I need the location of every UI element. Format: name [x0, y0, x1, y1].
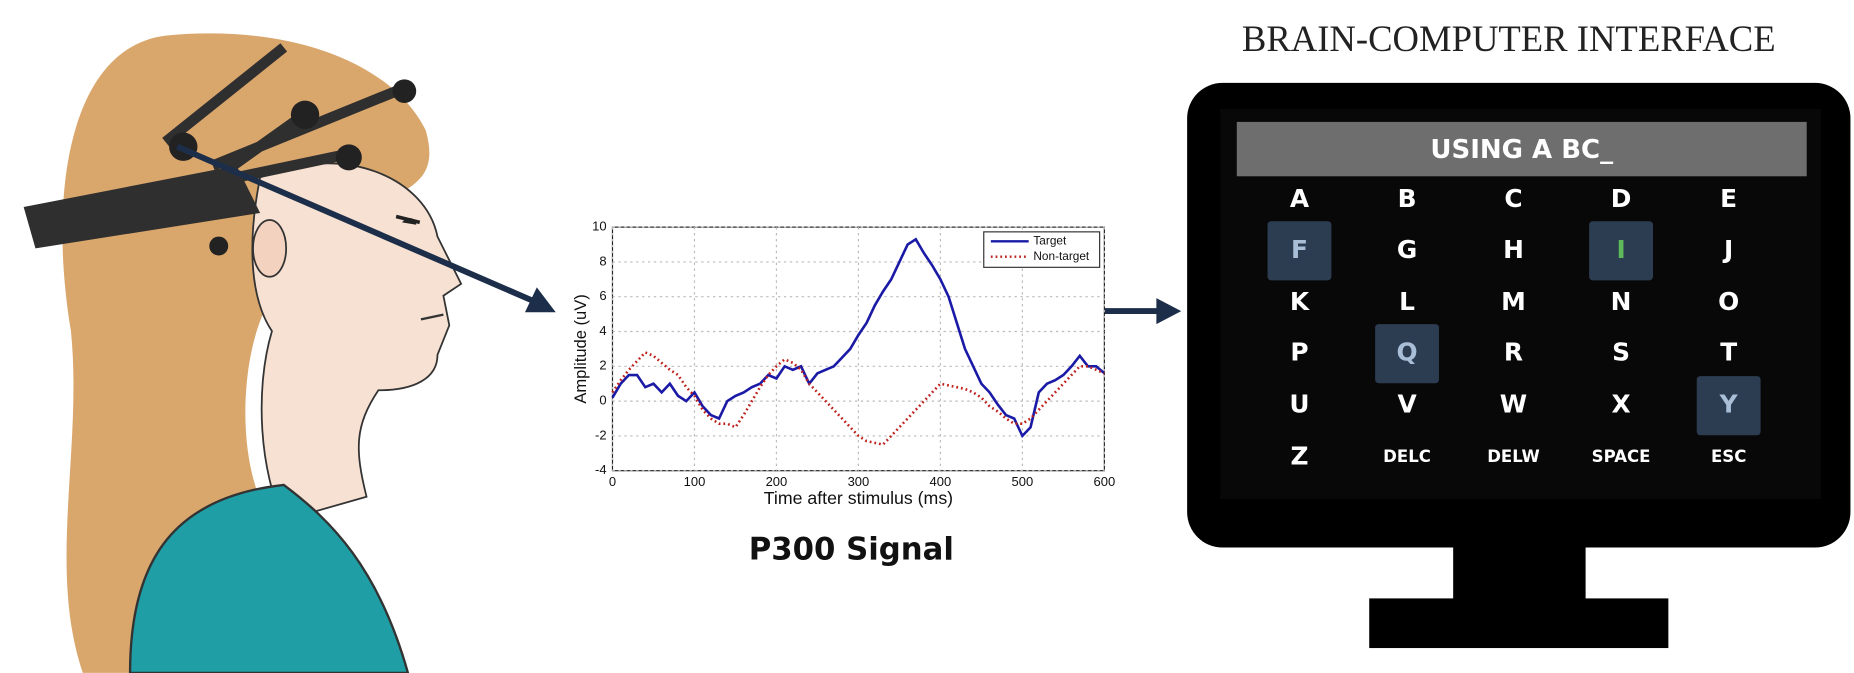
x-tick-label: 0 — [609, 474, 616, 489]
y-tick-label: 8 — [599, 253, 606, 268]
y-tick-label: 2 — [599, 358, 606, 373]
key-label: X — [1611, 390, 1630, 419]
key-highlight — [1375, 324, 1439, 384]
key-label: B — [1398, 184, 1417, 213]
key-label: R — [1504, 338, 1523, 367]
y-tick-label: -2 — [595, 427, 607, 442]
key-label: T — [1720, 338, 1737, 367]
key-label: N — [1611, 287, 1632, 316]
x-tick-label: 100 — [684, 474, 706, 489]
key-highlight — [1589, 221, 1653, 281]
x-tick-label: 200 — [766, 474, 788, 489]
p300-chart: 0 100 200 300 400 500 600 -4 -2 0 2 4 6 8 10 Time after… — [571, 219, 1115, 508]
key-label: DELW — [1487, 447, 1540, 466]
key-label: H — [1503, 235, 1524, 264]
x-tick-label: 500 — [1012, 474, 1034, 489]
key-highlight — [1696, 376, 1761, 436]
key-label: Z — [1290, 442, 1308, 471]
key-label: Q — [1396, 338, 1417, 367]
key-label: SPACE — [1592, 447, 1651, 466]
monitor — [1187, 82, 1851, 649]
key-label: L — [1399, 287, 1415, 316]
y-axis-label: Amplitude (uV) — [571, 294, 590, 403]
y-tick-label: 10 — [592, 219, 606, 234]
key-label: K — [1290, 287, 1310, 316]
legend-label: Non-target — [1033, 249, 1090, 263]
key-label: V — [1397, 390, 1417, 419]
key-label: S — [1612, 338, 1630, 367]
key-label: G — [1397, 235, 1417, 264]
y-tick-label: -4 — [595, 462, 607, 477]
key-label: F — [1291, 235, 1308, 264]
key-highlight — [1267, 221, 1332, 281]
key-label: C — [1504, 184, 1522, 213]
caption: P300 Signal — [749, 532, 954, 568]
key-label: M — [1501, 287, 1526, 316]
key-label: E — [1720, 184, 1737, 213]
legend-label: Target — [1033, 233, 1067, 247]
key-label: ESC — [1711, 447, 1746, 466]
key-label: I — [1616, 235, 1625, 264]
x-axis-label: Time after stimulus (ms) — [764, 488, 953, 508]
key-label: U — [1289, 390, 1309, 419]
x-tick-label: 300 — [848, 474, 870, 489]
series-line — [611, 350, 1105, 447]
key-label: DELC — [1383, 447, 1431, 466]
key-label: D — [1611, 184, 1632, 213]
speller-grid: A B C D E F G H I J K L M N O P Q R S T U V W X Y Z DELC DELW SPACE E… — [1267, 184, 1761, 471]
x-tick-label: 400 — [930, 474, 952, 489]
key-label: J — [1722, 235, 1733, 264]
key-label: P — [1290, 338, 1308, 367]
key-label: A — [1290, 184, 1310, 213]
title: BRAIN-COMPUTER INTERFACE — [1242, 18, 1776, 59]
key-label: W — [1500, 390, 1527, 419]
y-tick-label: 4 — [599, 323, 606, 338]
series-line — [611, 237, 1106, 439]
key-label: O — [1718, 287, 1739, 316]
y-tick-label: 6 — [599, 288, 606, 303]
screen-text: USING A BC_ — [1430, 135, 1613, 165]
x-tick-label: 600 — [1094, 474, 1116, 489]
arrow — [176, 144, 556, 313]
key-label: Y — [1719, 390, 1739, 419]
person-illustration — [23, 33, 463, 673]
legend-box — [983, 231, 1101, 268]
y-tick-label: 0 — [599, 393, 606, 408]
